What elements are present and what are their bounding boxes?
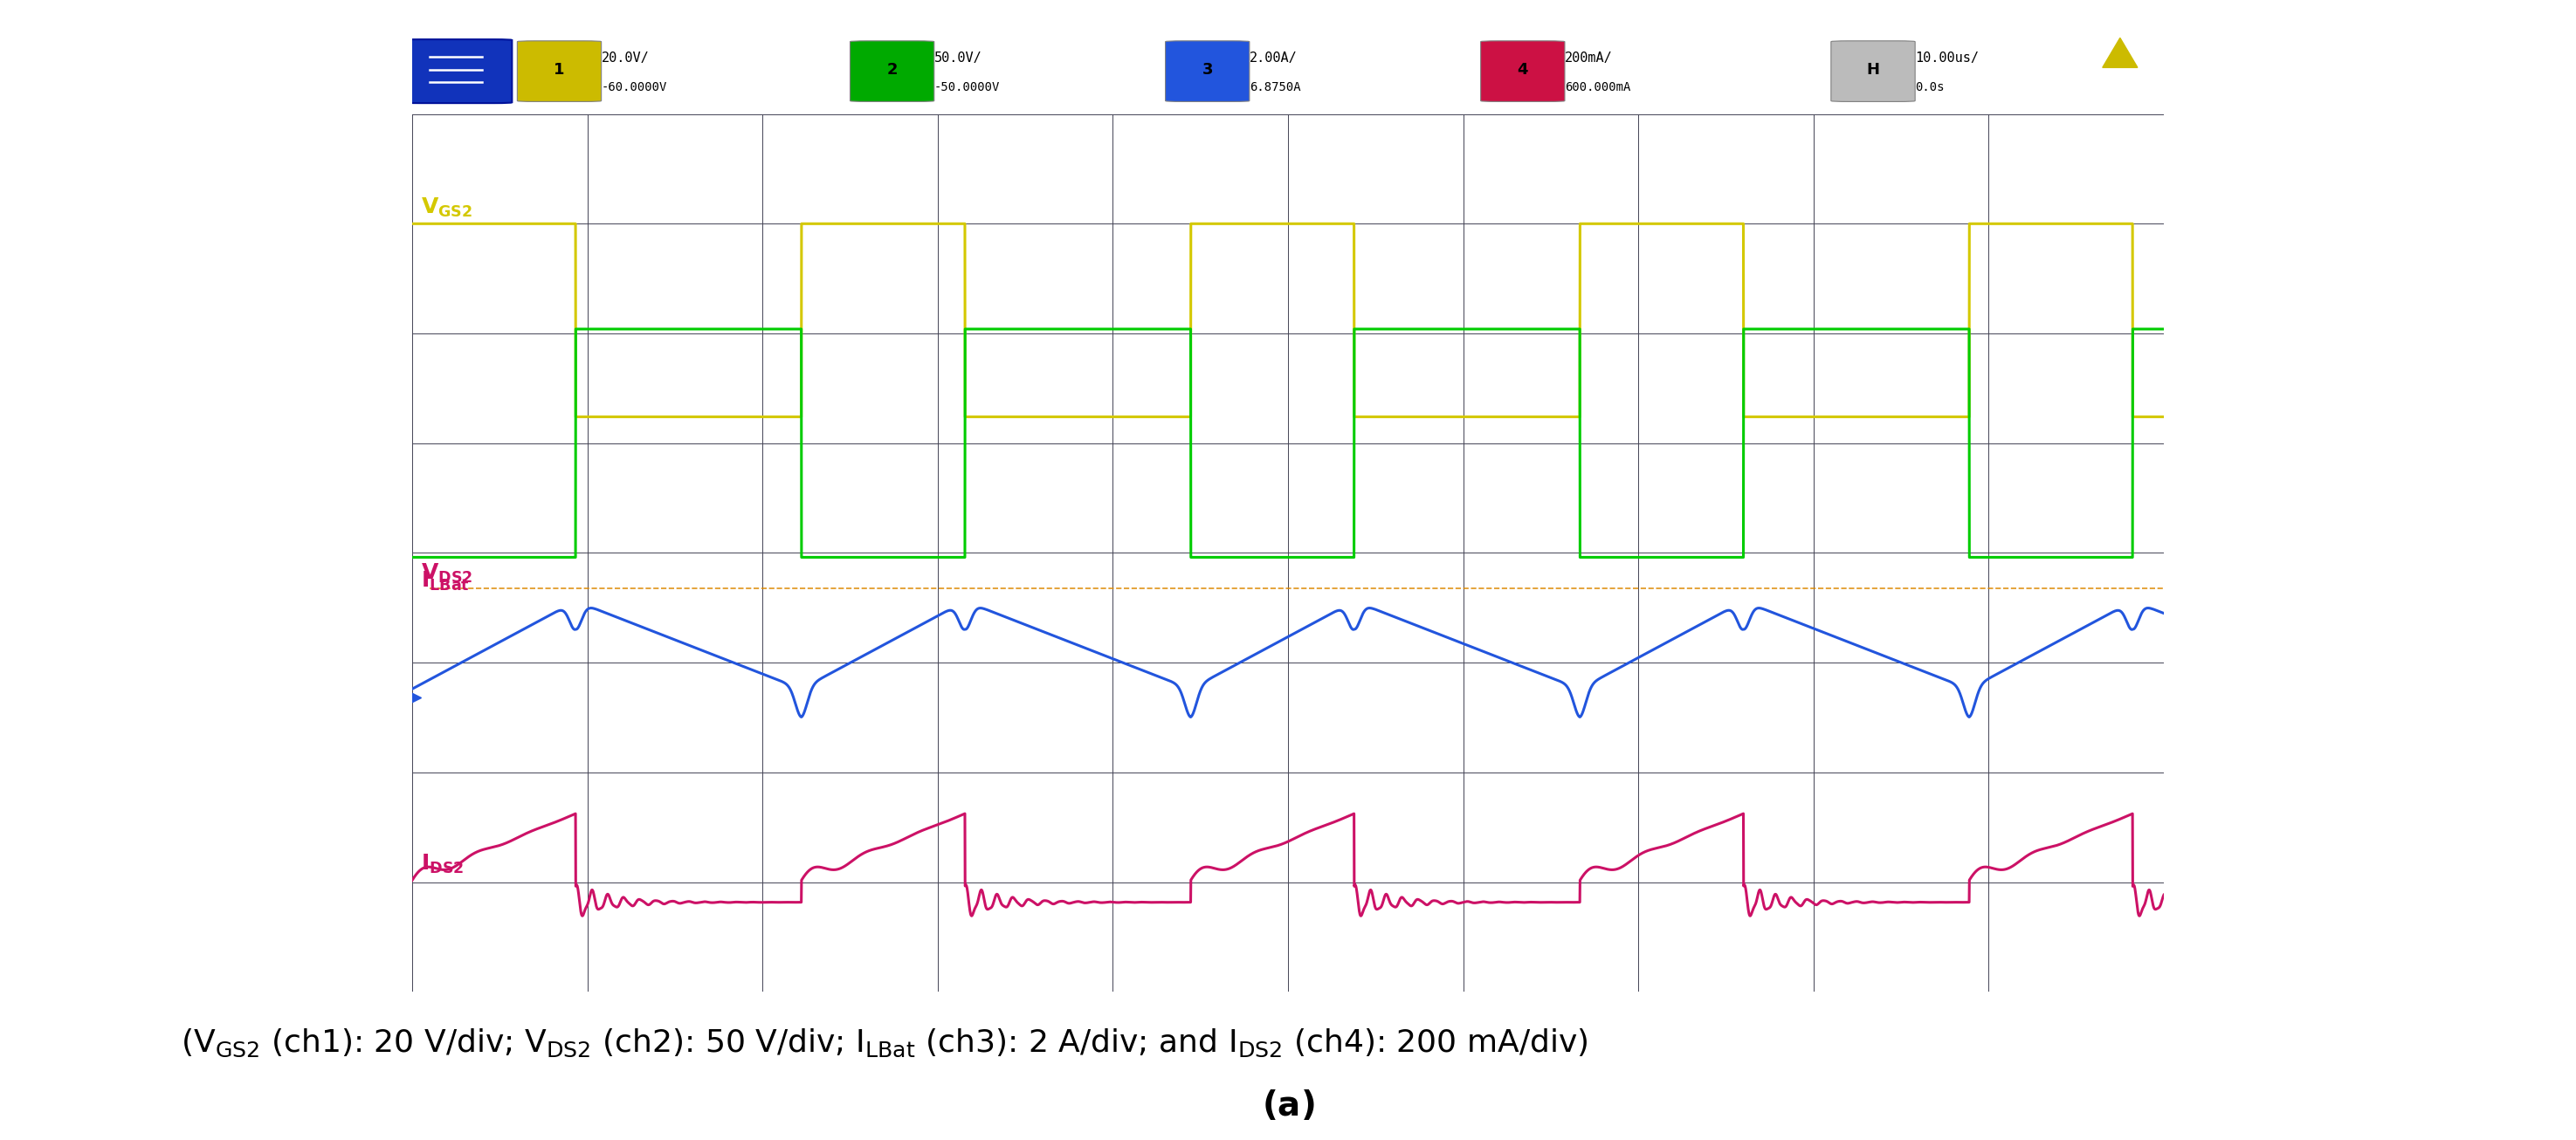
Text: -60.0000V: -60.0000V [600,81,667,93]
FancyBboxPatch shape [850,41,935,101]
Text: 4: 4 [1517,62,1528,78]
Text: $\mathbf{(a)}$: $\mathbf{(a)}$ [1262,1089,1314,1123]
FancyBboxPatch shape [1832,41,1914,101]
Text: (V$_{\mathregular{GS2}}$ (ch1): 20 V/div; V$_{\mathregular{DS2}}$ (ch2): 50 V/di: (V$_{\mathregular{GS2}}$ (ch1): 20 V/div… [180,1027,1587,1059]
Text: 0.0s: 0.0s [1914,81,1945,93]
Text: V$_{\mathregular{GS2}}$: V$_{\mathregular{GS2}}$ [420,196,471,219]
Text: I$_{\mathregular{DS2}}$: I$_{\mathregular{DS2}}$ [420,853,464,876]
Text: 3: 3 [1203,62,1213,78]
Text: V$_{\mathregular{DS2}}$: V$_{\mathregular{DS2}}$ [420,562,474,585]
FancyBboxPatch shape [404,40,513,103]
Text: 6.8750A: 6.8750A [1249,81,1301,93]
Text: 2.00A/: 2.00A/ [1249,51,1298,65]
Text: 10.00us/: 10.00us/ [1914,51,1978,65]
Text: 200mA/: 200mA/ [1564,51,1613,65]
FancyBboxPatch shape [518,41,600,101]
Text: H: H [1868,62,1880,78]
Text: -50.0000V: -50.0000V [935,81,999,93]
Text: 50.0V/: 50.0V/ [935,51,981,65]
Text: I$_{\mathregular{LBat}}$: I$_{\mathregular{LBat}}$ [420,570,469,593]
Text: 2: 2 [886,62,896,78]
Text: 1: 1 [554,62,564,78]
Text: 20.0V/: 20.0V/ [600,51,649,65]
Text: 600.000mA: 600.000mA [1564,81,1631,93]
Polygon shape [2102,38,2138,67]
FancyBboxPatch shape [1481,41,1564,101]
FancyBboxPatch shape [1164,41,1249,101]
